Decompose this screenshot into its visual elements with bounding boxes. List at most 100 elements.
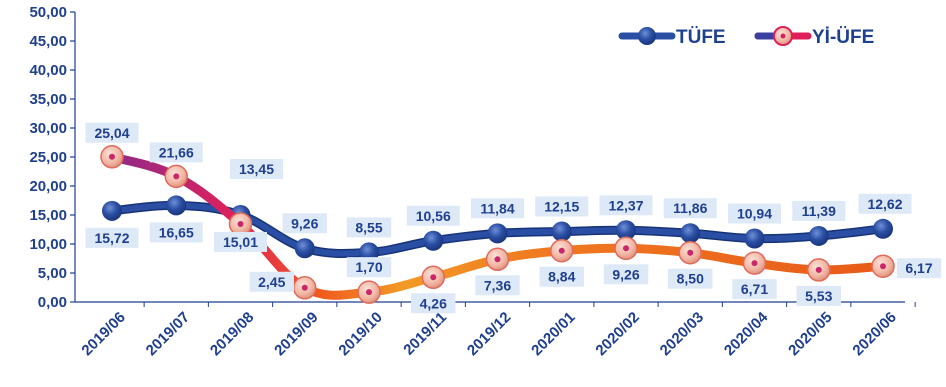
y-tick-label: 10,00: [29, 236, 67, 253]
x-tick-label: 2020/02: [592, 309, 642, 359]
tufe-data-label-box: [599, 195, 653, 216]
tufe-data-label: 10,94: [737, 206, 772, 222]
x-tick-label: 2020/03: [657, 309, 707, 359]
yiufe-data-label-box: [796, 285, 841, 306]
yiufe-point-center: [751, 260, 758, 267]
yiufe-data-label: 25,04: [94, 125, 129, 141]
tufe-point: [423, 230, 444, 251]
tufe-point: [102, 200, 122, 221]
tufe-data-label: 15,01: [223, 234, 258, 250]
tufe-data-label-box: [406, 205, 460, 226]
yiufe-data-label: 21,66: [159, 144, 194, 160]
yiufe-data-label: 1,70: [355, 259, 382, 275]
x-tick-label: 2020/01: [528, 309, 578, 359]
tufe-data-label: 15,72: [94, 230, 129, 246]
yiufe-data-label-box: [149, 142, 203, 163]
tufe-data-label: 9,26: [291, 215, 318, 231]
tufe-point: [294, 238, 315, 259]
yiufe-data-label: 13,45: [239, 161, 274, 177]
tufe-data-label: 11,84: [480, 200, 514, 216]
yiufe-point-center: [301, 284, 308, 291]
tufe-point: [680, 223, 701, 244]
tufe-data-label: 12,15: [544, 199, 579, 215]
tufe-data-label: 12,37: [608, 197, 643, 213]
x-tick-label: 2019/08: [207, 309, 257, 359]
tufe-point: [616, 220, 636, 241]
x-tick-label: 2019/11: [400, 309, 450, 359]
yiufe-point-center: [173, 173, 180, 180]
yiufe-data-label: 6,71: [741, 281, 768, 297]
y-tick-label: 15,00: [29, 207, 67, 224]
legend-marker-tufe: [638, 27, 656, 45]
x-tick-label: 2020/04: [721, 308, 772, 359]
tufe-data-label-box: [282, 213, 327, 234]
y-tick-label: 40,00: [29, 62, 67, 79]
x-tick-label: 2020/06: [849, 309, 899, 359]
yiufe-data-label-box: [85, 122, 139, 143]
yiufe-data-label-box: [732, 279, 777, 300]
tufe-data-label: 8,55: [355, 219, 382, 235]
tufe-data-label-box: [346, 217, 392, 238]
x-tick-label: 2019/07: [143, 309, 193, 359]
yiufe-point-center: [687, 249, 694, 256]
tufe-data-label-box: [471, 198, 524, 219]
legend-label-tufe: TÜFE: [676, 27, 726, 48]
tufe-point: [551, 221, 572, 242]
legend-item-yiufe: Yİ-ÜFE: [754, 26, 874, 48]
tufe-point: [873, 218, 893, 239]
tufe-data-label: 11,86: [673, 200, 707, 216]
tufe-data-label: 10,56: [416, 208, 451, 224]
yiufe-data-label-box: [668, 268, 713, 289]
y-axis: 0,00 5,00 10,00 15,00 20,00 25,00 30,00 35,00 40…: [29, 4, 76, 311]
tufe-point: [487, 223, 508, 244]
tufe-point: [808, 225, 829, 246]
y-tick-label: 45,00: [29, 33, 67, 50]
yiufe-data-label: 6,17: [905, 260, 932, 276]
x-tick-label: 2020/05: [785, 309, 835, 359]
x-axis: 2019/06 2019/07 2019/08 2019/09 2019/10 2019/…: [75, 301, 916, 359]
yiufe-data-label: 7,36: [484, 277, 511, 293]
yiufe-data-label-box: [475, 275, 520, 296]
data-labels: 15,72 16,65 15,01 9,26 8,55 10,56 11,84 12,15 12…: [85, 122, 942, 314]
yiufe-point-center: [494, 256, 501, 263]
yiufe-data-label-box: [230, 158, 283, 179]
tufe-data-label-box: [214, 231, 267, 252]
tufe-point: [166, 195, 187, 216]
yiufe-data-label-box: [346, 257, 392, 278]
yiufe-point-center: [109, 153, 115, 160]
tufe-data-label: 12,62: [867, 196, 902, 212]
yiufe-data-label-box: [896, 258, 942, 279]
y-tick-label: 50,00: [29, 4, 67, 21]
y-tick-label: 5,00: [38, 265, 67, 282]
yiufe-data-label: 9,26: [612, 266, 639, 282]
tufe-data-label: 11,39: [802, 203, 836, 219]
tufe-data-label-box: [663, 198, 717, 219]
yiufe-data-label: 2,45: [258, 274, 285, 290]
legend: TÜFE Yİ-ÜFE: [618, 26, 874, 48]
tufe-data-label: 16,65: [159, 224, 194, 240]
legend-label-yiufe: Yİ-ÜFE: [812, 27, 874, 48]
y-tick-label: 30,00: [29, 120, 67, 137]
yiufe-data-label-box: [411, 293, 456, 314]
tufe-data-label-box: [792, 200, 846, 221]
yiufe-point-center: [430, 274, 437, 281]
x-tick-label: 2019/12: [464, 309, 514, 359]
tufe-data-label-box: [85, 227, 139, 248]
yiufe-data-label-box: [603, 264, 649, 285]
tufe-data-label-box: [858, 193, 912, 214]
x-tick-label: 2019/10: [335, 309, 385, 359]
tufe-data-label-box: [728, 203, 781, 224]
yiufe-data-label: 4,26: [420, 295, 447, 311]
yiufe-data-label-box: [539, 266, 584, 287]
legend-item-tufe: TÜFE: [618, 27, 726, 48]
yiufe-point-center: [558, 247, 565, 254]
yiufe-point-center: [366, 289, 372, 296]
yiufe-point-center: [237, 220, 244, 227]
series-layer: [100, 145, 895, 304]
yiufe-point-center: [880, 263, 886, 270]
y-tick-label: 25,00: [29, 149, 67, 166]
x-tick-label: 2019/06: [78, 309, 128, 359]
y-tick-label: 0,00: [38, 294, 67, 311]
yiufe-point-center: [815, 266, 822, 273]
